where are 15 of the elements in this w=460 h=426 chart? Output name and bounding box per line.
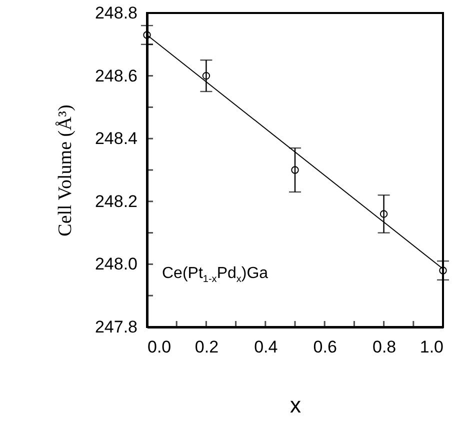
x-tick-label: 0.2 — [194, 338, 219, 356]
y-tick-label: 248.0 — [94, 254, 138, 274]
x-axis-title: x — [290, 392, 301, 418]
annotation: Ce(Pt$_{1-x}$Pd$_{x}$)Ga — [162, 265, 268, 286]
y-tick-label: 248.8 — [94, 4, 138, 22]
y-tick-label: 248.4 — [94, 129, 138, 148]
x-tick-label: 0.4 — [254, 338, 278, 356]
y-tick-label: 247.8 — [94, 318, 138, 336]
y-axis-title: Cell Volume (Å³) — [54, 104, 76, 236]
x-tick-label: 0.0 — [148, 338, 172, 356]
x-tick-label: 1.0 — [420, 338, 444, 356]
x-tick-label: 0.8 — [372, 338, 396, 356]
x-tick-label: 0.6 — [313, 338, 337, 356]
y-tick-label: 248.6 — [94, 66, 138, 86]
y-tick-label: 248.2 — [94, 192, 138, 211]
